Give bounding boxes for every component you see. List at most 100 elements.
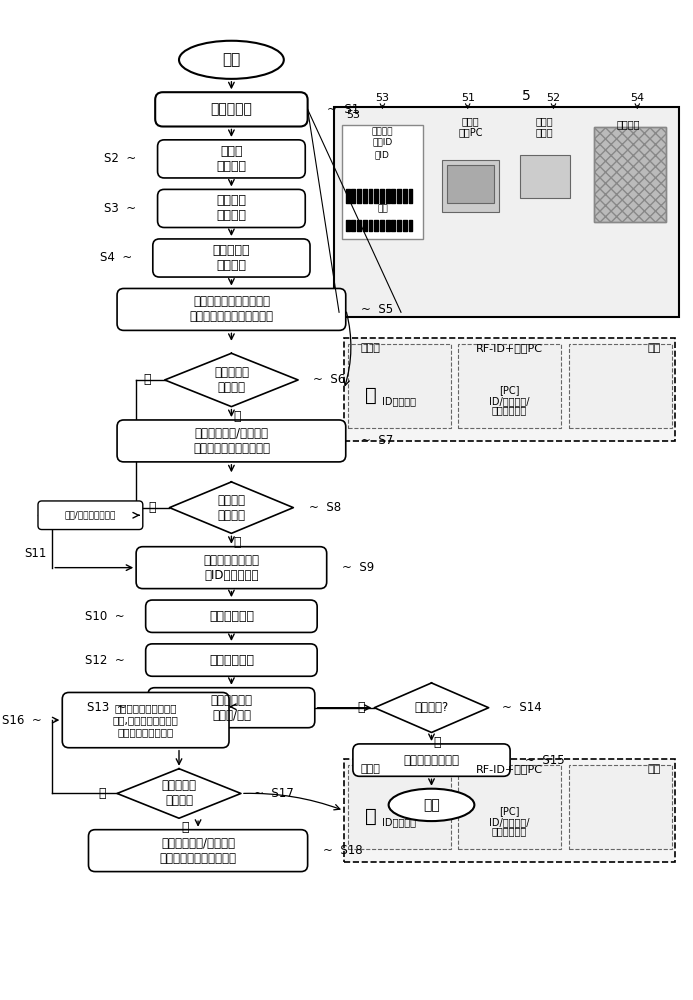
Text: 数据卡
打印机: 数据卡 打印机 [535, 116, 553, 137]
Text: 机型名称: 机型名称 [371, 128, 393, 137]
FancyBboxPatch shape [353, 744, 510, 776]
Text: 操作者: 操作者 [360, 764, 380, 774]
Text: 操作时间管理: 操作时间管理 [492, 827, 527, 837]
Text: ~  S5: ~ S5 [361, 303, 393, 316]
Text: ~  S14: ~ S14 [502, 701, 542, 714]
Text: 处理结束?: 处理结束? [414, 701, 448, 714]
Text: S3  ~: S3 ~ [105, 202, 137, 215]
FancyBboxPatch shape [117, 288, 346, 330]
FancyBboxPatch shape [334, 107, 679, 317]
Polygon shape [117, 769, 241, 818]
FancyBboxPatch shape [89, 830, 308, 872]
Text: ID卡的设置: ID卡的设置 [382, 817, 416, 827]
Text: ~  S9: ~ S9 [342, 561, 374, 574]
FancyBboxPatch shape [447, 165, 494, 203]
Text: RF-ID+管理PC: RF-ID+管理PC [476, 764, 543, 774]
Text: 否: 否 [98, 787, 105, 800]
Text: 良: 良 [234, 410, 241, 423]
Text: 批次ID: 批次ID [372, 137, 392, 146]
Text: ~  S8: ~ S8 [308, 501, 341, 514]
FancyBboxPatch shape [117, 420, 346, 462]
Text: S10  ~: S10 ~ [85, 610, 125, 623]
Text: ID卡的设置: ID卡的设置 [382, 396, 416, 406]
Text: 程式: 程式 [377, 204, 388, 213]
Text: ~  S1: ~ S1 [326, 103, 359, 116]
Polygon shape [374, 683, 489, 732]
Text: 盒验证、
程式查对: 盒验证、 程式查对 [218, 494, 245, 522]
Polygon shape [170, 482, 293, 533]
Text: 从储存库
批次出库: 从储存库 批次出库 [216, 194, 247, 222]
Text: S11: S11 [24, 547, 46, 560]
Ellipse shape [389, 789, 475, 821]
Text: 人: 人 [365, 807, 376, 826]
Text: 54: 54 [630, 93, 644, 103]
Text: 将操作者信息/验证信息
发送到主机装置进行注册: 将操作者信息/验证信息 发送到主机装置进行注册 [159, 837, 236, 865]
Text: 是: 是 [433, 736, 441, 749]
Text: 装置: 装置 [648, 764, 661, 774]
Text: 52: 52 [546, 93, 561, 103]
FancyBboxPatch shape [148, 688, 315, 728]
FancyBboxPatch shape [520, 155, 570, 198]
Text: 否: 否 [144, 373, 151, 386]
Text: 卡输出信息: 卡输出信息 [211, 102, 252, 116]
Text: 5: 5 [521, 89, 530, 103]
Text: 否: 否 [358, 701, 365, 714]
Text: RF-ID+管理PC: RF-ID+管理PC [476, 343, 543, 353]
Text: 源储存库: 源储存库 [616, 120, 640, 130]
Text: S13  ~: S13 ~ [87, 701, 127, 714]
Text: 人: 人 [365, 386, 376, 405]
FancyBboxPatch shape [152, 239, 310, 277]
Text: 结束: 结束 [423, 798, 440, 812]
Text: S4  ~: S4 ~ [100, 251, 132, 264]
Text: S2  ~: S2 ~ [105, 152, 137, 165]
Text: 数据卡
打印输出: 数据卡 打印输出 [216, 145, 247, 173]
Text: 处理历史的写
入指示/注册: 处理历史的写 入指示/注册 [211, 694, 252, 722]
Text: 51: 51 [461, 93, 475, 103]
FancyBboxPatch shape [38, 501, 143, 530]
Text: 53: 53 [346, 110, 360, 120]
Text: ID/工序读取/: ID/工序读取/ [489, 817, 530, 827]
FancyBboxPatch shape [569, 344, 672, 428]
Text: [PC]: [PC] [500, 385, 520, 395]
FancyBboxPatch shape [157, 189, 305, 227]
Text: 良: 良 [181, 821, 188, 834]
Text: 否: 否 [148, 501, 156, 514]
FancyBboxPatch shape [155, 92, 308, 127]
FancyBboxPatch shape [458, 344, 561, 428]
Text: 盒ID: 盒ID [375, 151, 390, 160]
FancyBboxPatch shape [342, 125, 423, 239]
FancyBboxPatch shape [442, 160, 499, 212]
Text: ~  S7: ~ S7 [361, 434, 393, 447]
Text: 警告/搬运目的地显示: 警告/搬运目的地显示 [64, 511, 116, 520]
FancyBboxPatch shape [146, 600, 317, 632]
FancyBboxPatch shape [348, 344, 450, 428]
FancyBboxPatch shape [62, 692, 229, 748]
Polygon shape [165, 353, 298, 407]
Text: 53: 53 [376, 93, 389, 103]
FancyBboxPatch shape [569, 765, 672, 849]
Text: ~  S18: ~ S18 [323, 844, 362, 857]
Text: ID/工序读取/: ID/工序读取/ [489, 396, 530, 406]
Text: ~  S15: ~ S15 [525, 754, 565, 767]
Text: 处理开始指示: 处理开始指示 [209, 610, 254, 623]
FancyBboxPatch shape [348, 765, 450, 849]
Text: 将批次从装置加载器中
除去,将批次在下一处理
装置中显示搬运指示: 将批次从装置加载器中 除去,将批次在下一处理 装置中显示搬运指示 [113, 703, 179, 737]
Text: 在装置加载器中设置批次
数据卡和操作者卡信息读取: 在装置加载器中设置批次 数据卡和操作者卡信息读取 [189, 295, 274, 323]
Ellipse shape [179, 41, 284, 79]
FancyBboxPatch shape [136, 547, 326, 589]
Text: 操作时间管理: 操作时间管理 [492, 405, 527, 415]
Text: 操作者查对
时间查对: 操作者查对 时间查对 [161, 779, 197, 807]
Text: 开始: 开始 [222, 52, 240, 67]
FancyBboxPatch shape [344, 759, 676, 862]
Text: 向处理装置
搬运批次: 向处理装置 搬运批次 [213, 244, 250, 272]
Text: 操作者: 操作者 [360, 343, 380, 353]
Text: 处理结束接收: 处理结束接收 [209, 654, 254, 667]
Text: ~  S17: ~ S17 [254, 787, 294, 800]
Text: S12  ~: S12 ~ [85, 654, 125, 667]
Text: S16  ~: S16 ~ [1, 714, 42, 727]
Text: 良: 良 [234, 536, 241, 549]
FancyBboxPatch shape [595, 127, 666, 222]
Text: 将操作者信息/验证信息
发送到主机装置进行注册: 将操作者信息/验证信息 发送到主机装置进行注册 [193, 427, 270, 455]
FancyBboxPatch shape [458, 765, 561, 849]
Text: 操作者查对
时间查对: 操作者查对 时间查对 [214, 366, 249, 394]
